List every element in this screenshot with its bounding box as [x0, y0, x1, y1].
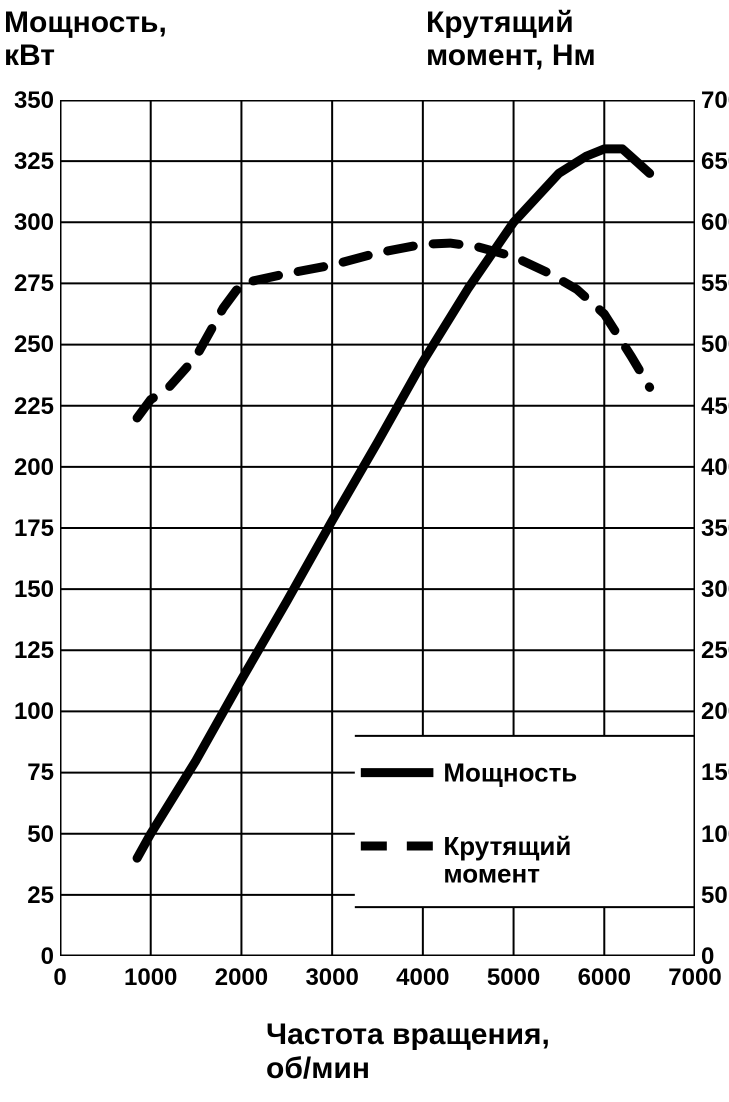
tick-label: 200 [701, 698, 729, 726]
y-right-title: Крутящий момент, Нм [426, 6, 596, 72]
tick-label: 650 [701, 148, 729, 176]
tick-label: 100 [701, 821, 729, 849]
tick-label: 50 [701, 882, 729, 910]
tick-label: 225 [4, 393, 54, 421]
tick-label: 5000 [474, 964, 554, 992]
tick-label: 450 [701, 393, 729, 421]
tick-label: 125 [4, 637, 54, 665]
tick-label: 350 [701, 515, 729, 543]
tick-label: 250 [701, 637, 729, 665]
tick-label: 6000 [564, 964, 644, 992]
tick-label: 500 [701, 331, 729, 359]
y-left-title: Мощность, кВт [4, 6, 167, 72]
tick-label: 600 [701, 209, 729, 237]
tick-label: 250 [4, 331, 54, 359]
tick-label: 400 [701, 454, 729, 482]
tick-label: 550 [701, 270, 729, 298]
plot-area: МощностьКрутящиймомент [60, 100, 695, 956]
tick-label: 350 [4, 87, 54, 115]
tick-label: 0 [4, 943, 54, 971]
tick-label: 75 [4, 759, 54, 787]
x-axis-label: Частота вращения, об/мин [266, 1018, 550, 1086]
tick-label: 150 [701, 759, 729, 787]
tick-label: 150 [4, 576, 54, 604]
tick-label: 175 [4, 515, 54, 543]
tick-label: 325 [4, 148, 54, 176]
tick-label: 275 [4, 270, 54, 298]
tick-label: 300 [701, 576, 729, 604]
tick-label: 2000 [201, 964, 281, 992]
series-torque [137, 243, 650, 418]
chart-wrapper: Мощность, кВт Крутящий момент, Нм Частот… [0, 0, 729, 1102]
svg-text:Мощность: Мощность [443, 758, 577, 788]
tick-label: 4000 [383, 964, 463, 992]
tick-label: 3000 [292, 964, 372, 992]
tick-label: 1000 [111, 964, 191, 992]
tick-label: 200 [4, 454, 54, 482]
tick-label: 300 [4, 209, 54, 237]
tick-label: 100 [4, 698, 54, 726]
tick-label: 700 [701, 87, 729, 115]
tick-label: 25 [4, 882, 54, 910]
tick-label: 0 [701, 943, 729, 971]
tick-label: 50 [4, 821, 54, 849]
